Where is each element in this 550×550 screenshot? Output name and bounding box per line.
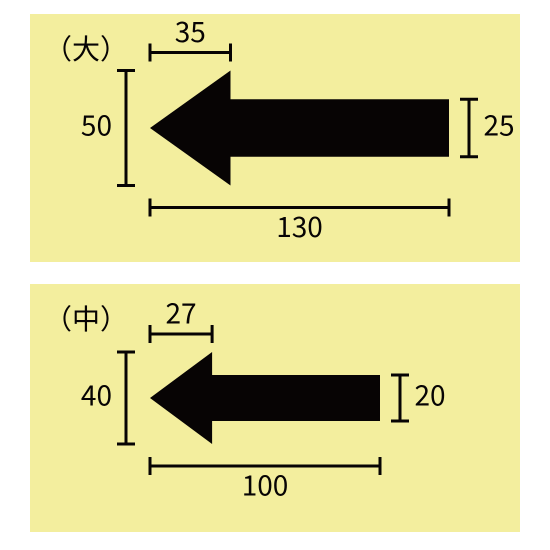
dim-head-length-medium: 27 [166,293,197,333]
panel-large: （大）355025130 [30,14,520,262]
dim-shaft-height-large: 25 [483,105,514,145]
dim-shaft-height-medium: 20 [414,375,445,415]
page: （大）355025130（中）274020100 [0,0,550,550]
diagram-large: 35 50 25 130 [30,14,520,262]
panel-medium: （中）274020100 [30,284,520,532]
arrow-shape-medium [150,352,380,444]
dim-head-height-medium: 40 [81,375,112,415]
dim-head-height-large: 50 [81,105,112,145]
dim-total-length-medium: 100 [242,465,289,505]
dim-head-length-large: 35 [175,14,206,51]
dim-total-length-large: 130 [276,206,323,246]
arrow-shape-large [150,71,449,186]
diagram-medium: 27 40 20 100 [30,284,520,532]
